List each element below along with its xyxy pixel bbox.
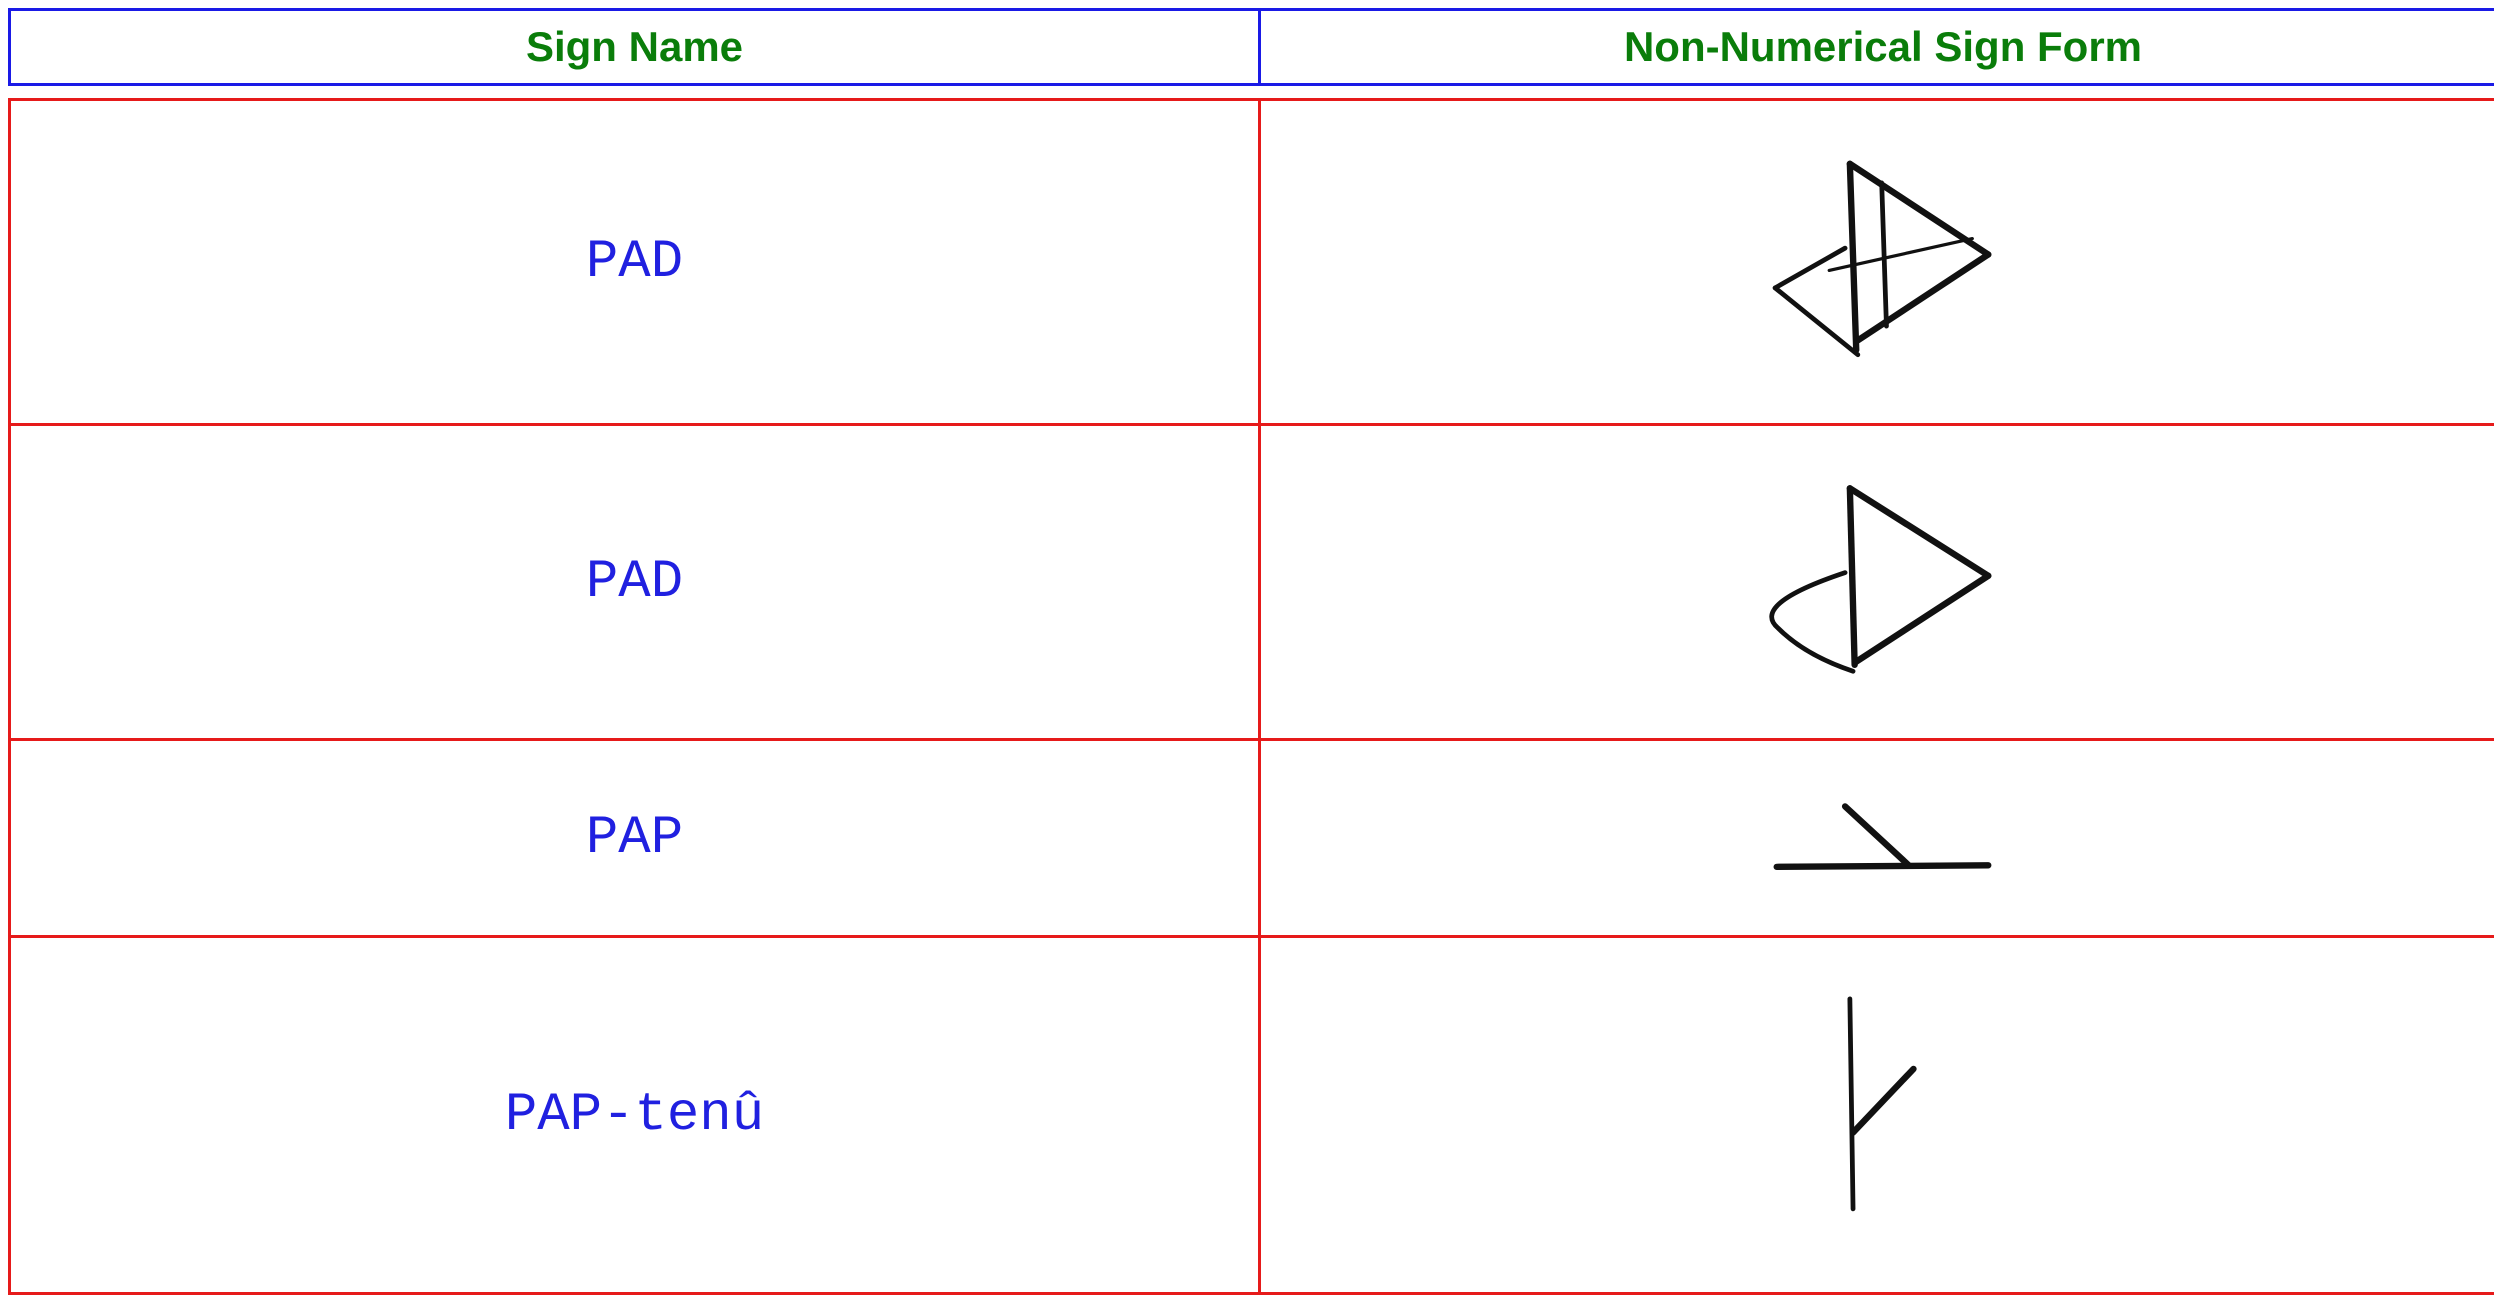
sign-pap	[1773, 803, 1992, 871]
header-cell: Non-Numerical Sign Form	[1258, 8, 2494, 86]
sign-pap-tenu	[1847, 996, 1917, 1212]
sign-pad-1	[1772, 160, 1992, 358]
signs	[1769, 160, 1992, 1212]
header-cell: Sign Name	[8, 8, 1261, 86]
sign-pad-2	[1769, 485, 1992, 674]
